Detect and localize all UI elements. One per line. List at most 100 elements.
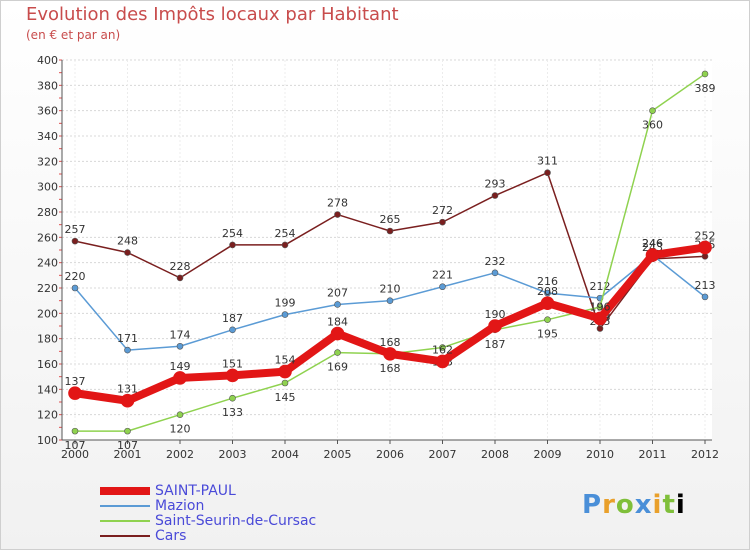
x-tick-label: 2008 bbox=[481, 448, 509, 461]
y-tick-label: 120 bbox=[37, 409, 58, 422]
x-tick-label: 2009 bbox=[534, 448, 562, 461]
data-point bbox=[229, 394, 236, 402]
data-label: 171 bbox=[117, 332, 138, 345]
logo-letter: i bbox=[652, 490, 663, 520]
data-point bbox=[176, 342, 184, 350]
data-label: 216 bbox=[537, 275, 558, 288]
data-label: 360 bbox=[642, 119, 663, 132]
logo-letter: i bbox=[675, 490, 686, 520]
data-point bbox=[649, 107, 656, 114]
data-point bbox=[334, 211, 341, 218]
data-label: 213 bbox=[695, 279, 716, 292]
data-point bbox=[334, 349, 341, 356]
y-tick-label: 320 bbox=[37, 155, 58, 168]
data-label: 107 bbox=[65, 439, 86, 452]
x-tick-label: 2007 bbox=[429, 448, 457, 461]
data-label: 151 bbox=[222, 357, 243, 370]
y-tick-label: 220 bbox=[37, 282, 58, 295]
legend-label: Cars bbox=[155, 528, 187, 544]
data-label: 137 bbox=[65, 375, 86, 388]
data-point bbox=[278, 364, 292, 379]
legend-label: SAINT-PAUL bbox=[155, 483, 236, 499]
data-point bbox=[488, 319, 502, 333]
data-point bbox=[176, 411, 184, 418]
data-label: 207 bbox=[327, 286, 348, 299]
data-point bbox=[281, 241, 289, 249]
data-label: 149 bbox=[170, 360, 191, 373]
y-tick-label: 200 bbox=[37, 307, 58, 320]
data-point bbox=[330, 326, 345, 341]
data-label: 187 bbox=[222, 312, 243, 325]
data-point bbox=[491, 269, 499, 277]
data-label: 190 bbox=[485, 308, 506, 321]
data-label: 252 bbox=[695, 229, 716, 242]
data-point bbox=[596, 325, 604, 332]
plot-area bbox=[62, 60, 712, 440]
logo-letter: x bbox=[634, 490, 653, 520]
data-point bbox=[281, 379, 289, 387]
data-label: 174 bbox=[170, 328, 191, 341]
y-tick-label: 160 bbox=[37, 358, 58, 371]
data-label: 154 bbox=[275, 354, 296, 367]
data-label: 293 bbox=[485, 178, 506, 191]
data-label: 196 bbox=[590, 300, 611, 313]
x-tick-label: 2004 bbox=[271, 448, 299, 461]
data-point bbox=[645, 248, 660, 262]
data-point bbox=[544, 289, 551, 297]
x-tick-label: 2002 bbox=[166, 448, 194, 461]
chart-title: Evolution des Impôts locaux par Habitant bbox=[26, 4, 399, 25]
data-label: 278 bbox=[327, 197, 348, 210]
data-point bbox=[386, 297, 394, 304]
data-label: 221 bbox=[432, 269, 453, 282]
data-point bbox=[124, 249, 131, 256]
data-point bbox=[229, 326, 236, 334]
data-point bbox=[439, 218, 446, 226]
data-point bbox=[593, 311, 607, 326]
data-label: 145 bbox=[275, 391, 296, 404]
data-label: 248 bbox=[117, 235, 138, 248]
data-point bbox=[596, 303, 604, 311]
y-tick-label: 140 bbox=[37, 383, 58, 396]
data-label: 107 bbox=[117, 439, 138, 452]
data-point bbox=[491, 192, 499, 199]
legend-label: Mazion bbox=[155, 498, 205, 514]
data-label: 131 bbox=[117, 383, 138, 396]
data-point bbox=[698, 240, 712, 255]
data-label: 210 bbox=[380, 283, 401, 296]
data-label: 228 bbox=[170, 260, 191, 273]
data-label: 265 bbox=[380, 213, 401, 226]
data-label: 246 bbox=[642, 237, 663, 250]
data-label: 184 bbox=[327, 316, 348, 329]
data-point bbox=[435, 354, 450, 369]
data-label: 389 bbox=[695, 82, 716, 95]
data-point bbox=[439, 344, 446, 351]
x-tick-label: 2011 bbox=[639, 448, 667, 461]
logo-letter: o bbox=[615, 490, 635, 520]
data-point bbox=[68, 386, 82, 400]
data-label: 208 bbox=[537, 285, 558, 298]
x-tick-label: 2006 bbox=[376, 448, 404, 461]
logo-letter: t bbox=[662, 490, 676, 520]
data-point bbox=[544, 169, 551, 177]
logo-letter: r bbox=[602, 490, 616, 520]
y-tick-label: 380 bbox=[37, 79, 58, 92]
proxiti-logo: Proxiti bbox=[582, 490, 686, 520]
data-point bbox=[383, 347, 397, 361]
data-point bbox=[334, 301, 341, 308]
data-point bbox=[540, 296, 555, 311]
data-label: 187 bbox=[485, 338, 506, 351]
data-point bbox=[281, 311, 289, 318]
logo-letter: P bbox=[582, 490, 603, 520]
data-label: 133 bbox=[222, 406, 243, 419]
legend-swatch bbox=[100, 505, 150, 507]
y-tick-label: 260 bbox=[37, 231, 58, 244]
data-label: 168 bbox=[380, 336, 401, 349]
legend-swatch bbox=[100, 520, 150, 522]
x-tick-label: 2000 bbox=[61, 448, 89, 461]
data-point bbox=[229, 241, 236, 249]
data-label: 232 bbox=[485, 255, 506, 268]
data-label: 220 bbox=[65, 270, 86, 283]
data-point bbox=[439, 283, 446, 291]
data-point bbox=[544, 316, 551, 323]
